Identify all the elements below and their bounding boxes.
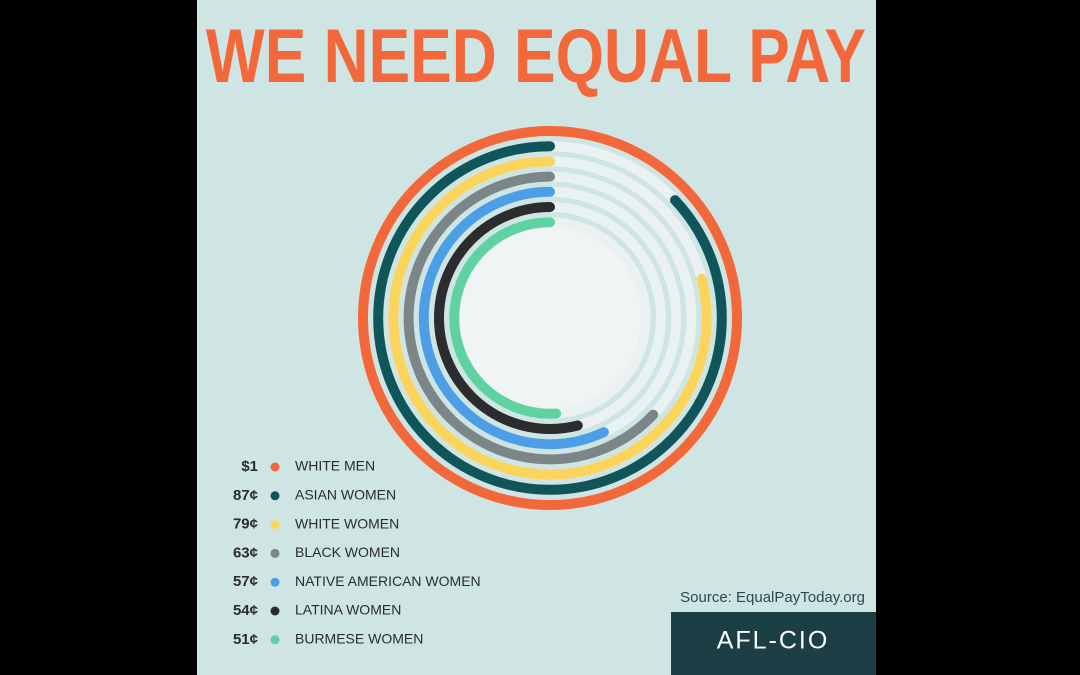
legend-value: 87¢	[233, 487, 258, 504]
legend-dot	[270, 520, 280, 530]
legend-dot	[270, 635, 280, 645]
legend-label: BURMESE WOMEN	[295, 631, 423, 647]
ring-bar	[418, 186, 682, 450]
legend-dot	[270, 606, 280, 616]
center-disk	[458, 226, 642, 410]
legend-label: NATIVE AMERICAN WOMEN	[295, 573, 481, 589]
legend-label: WHITE MEN	[295, 458, 375, 474]
ring-bar	[403, 171, 697, 465]
ring-bar	[449, 217, 651, 419]
ring-bar	[358, 126, 742, 510]
legend-value: $1	[241, 458, 258, 475]
brand-logo: AFL-CIO	[717, 627, 830, 655]
ring-bar	[388, 156, 712, 480]
legend-value: 51¢	[233, 631, 258, 648]
legend-label: BLACK WOMEN	[295, 544, 400, 560]
brand-box	[671, 612, 876, 675]
ring-bar	[373, 141, 727, 495]
legend-value: 54¢	[233, 602, 258, 619]
rings	[358, 126, 742, 510]
legend-dot	[270, 548, 280, 558]
legend: $1 WHITE MEN 87¢ ASIAN WOMEN 79¢ WHITE WOMEN 6…	[233, 458, 481, 648]
ring-bar	[434, 202, 666, 434]
legend-label: ASIAN WOMEN	[295, 487, 396, 503]
legend-value: 57¢	[233, 573, 258, 590]
legend-label: WHITE WOMEN	[295, 515, 399, 531]
chart-title: WE NEED EQUAL PAY	[206, 13, 866, 98]
legend-dot	[270, 577, 280, 587]
source-note: Source: EqualPayToday.org	[680, 589, 865, 606]
legend-dot	[270, 462, 280, 472]
legend-value: 63¢	[233, 544, 258, 561]
legend-label: LATINA WOMEN	[295, 602, 401, 618]
legend-dot	[270, 491, 280, 501]
legend-value: 79¢	[233, 516, 258, 533]
